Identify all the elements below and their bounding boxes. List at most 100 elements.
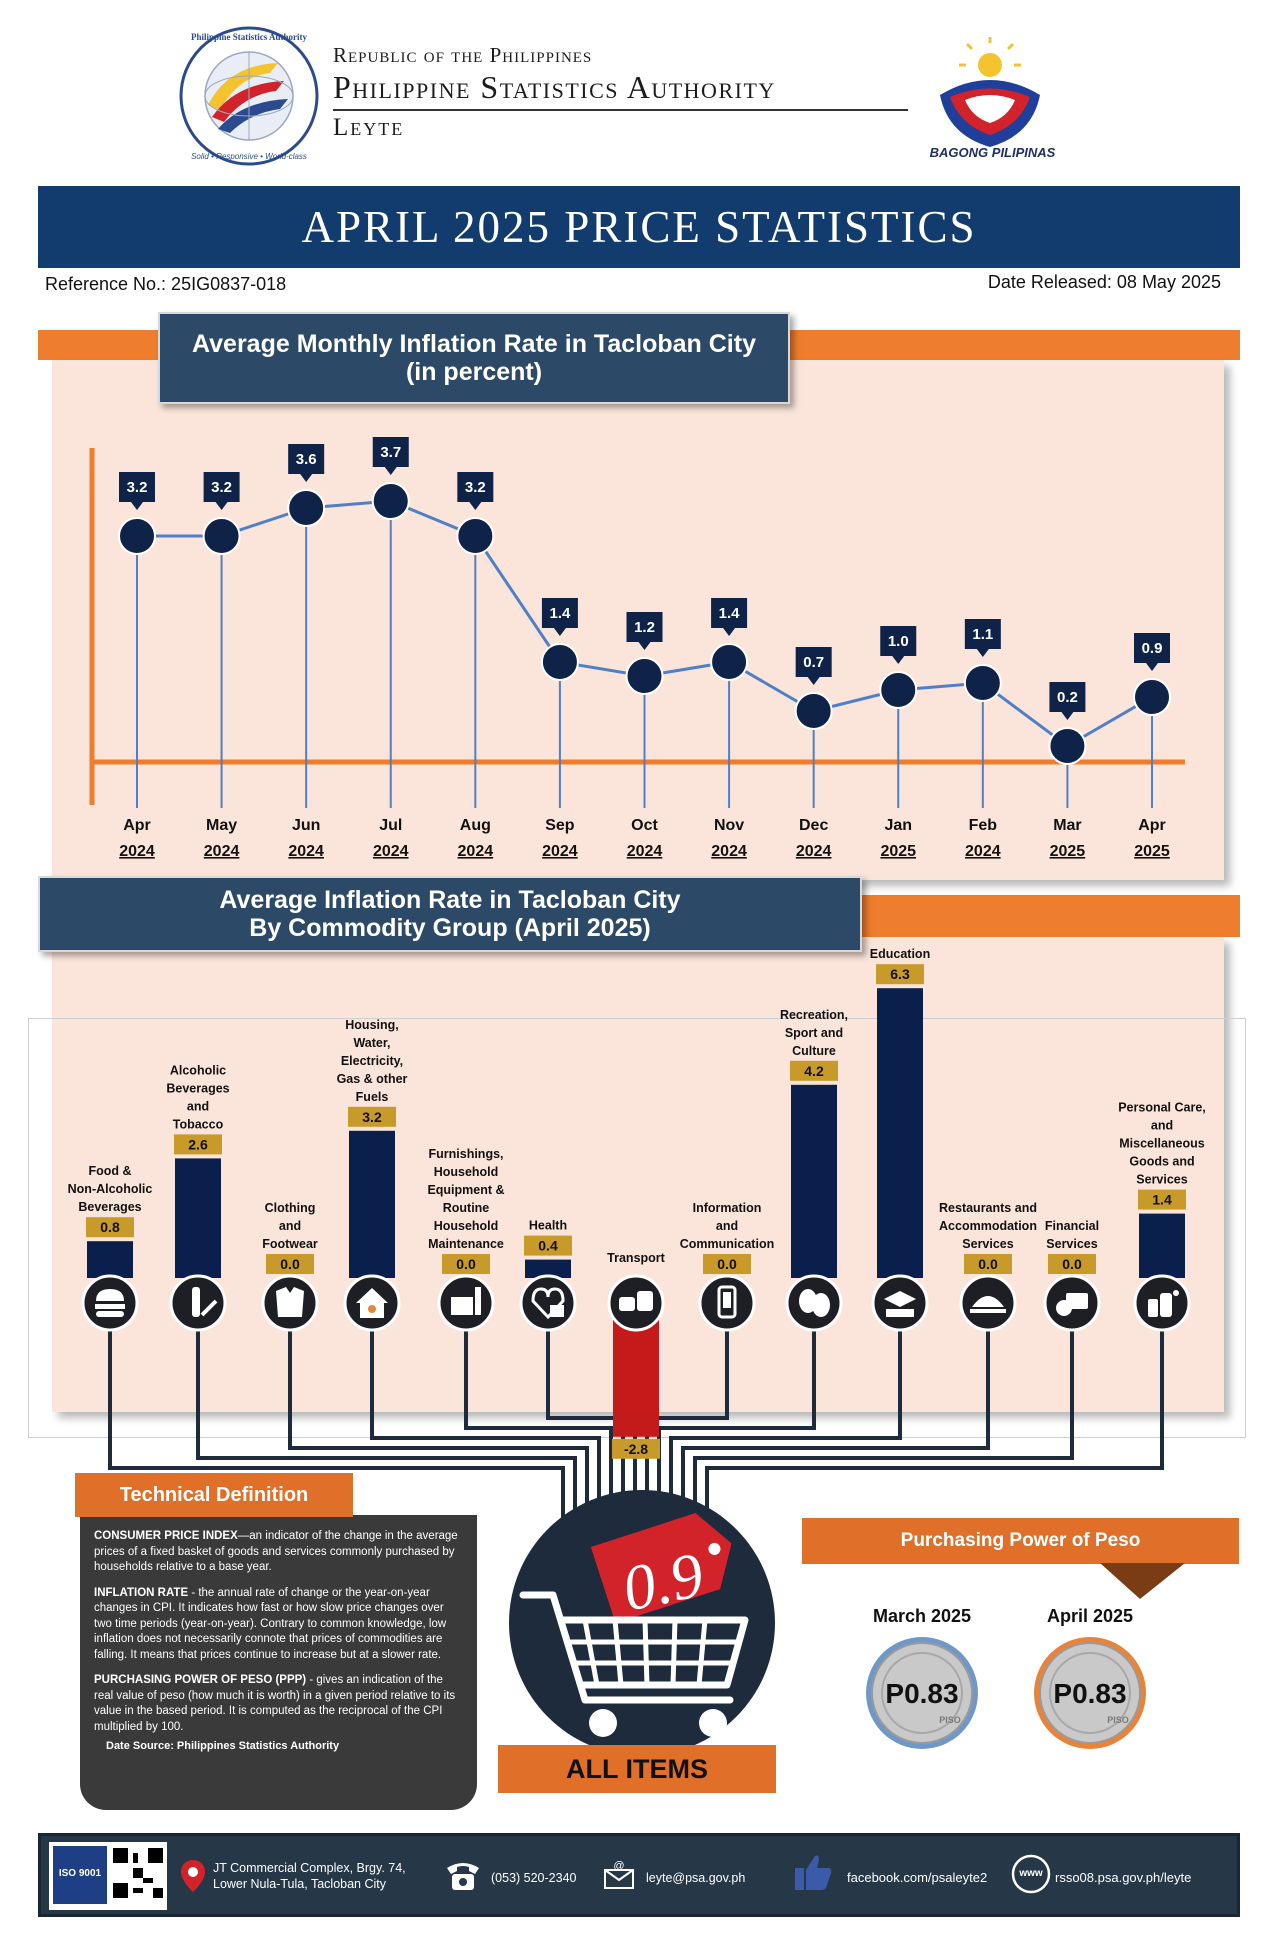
psa-seal-logo	[179, 26, 319, 166]
category-label-7-0: Information	[693, 1201, 762, 1215]
data-point-6	[625, 657, 664, 695]
category-label-2-0: Clothing	[265, 1201, 316, 1215]
inflation-line-chart: 3.2 Apr 2024 3.2 May 2024 3.6 Jun 2024 3.7 Jul 2024…	[89, 437, 1185, 860]
qr-code-icon	[113, 1848, 163, 1898]
bottle-right	[1160, 1293, 1172, 1317]
lamp-shape	[475, 1287, 481, 1315]
money-icon	[1043, 1274, 1101, 1332]
x-tick-month-12: Apr	[1138, 817, 1166, 834]
bagong-pilipinas-caption: BAGONG PILIPINAS	[929, 145, 1056, 160]
data-label-11: 0.2	[1057, 689, 1078, 706]
bagong-pilipinas-logo	[940, 37, 1040, 147]
category-label-11-0: Financial	[1045, 1219, 1099, 1233]
coin-inner-ring-1	[1049, 1652, 1131, 1734]
bar-0	[87, 1241, 133, 1278]
reference-number: Reference No.: 25IG0837-018	[45, 274, 287, 294]
data-point-5	[540, 643, 579, 681]
category-label-3-3: Gas & other	[337, 1072, 408, 1086]
bar-8	[791, 1084, 837, 1278]
bar-chart-title: Average Inflation Rate in Tacloban City …	[38, 876, 862, 952]
ppp-label-april: April 2025	[1046, 1606, 1134, 1626]
icon-circle-0	[81, 1274, 139, 1332]
data-label-4: 3.2	[465, 479, 486, 496]
coin-face-0	[871, 1642, 973, 1744]
category-label-4-3: Routine	[443, 1201, 490, 1215]
category-label-12-0: Personal Care,	[1118, 1101, 1206, 1115]
category-label-12-1: and	[1151, 1119, 1173, 1133]
data-label-9: 1.0	[888, 633, 909, 650]
category-label-0-1: Non-Alcoholic	[68, 1182, 153, 1196]
bar-value-bg-5	[524, 1235, 572, 1256]
bottle-shape	[192, 1287, 200, 1317]
ppp-coins: PISO P0.83 PISO P0.83	[866, 1637, 1146, 1749]
bar-value-0: 0.8	[100, 1219, 120, 1235]
data-point-8	[794, 692, 833, 730]
bar-value-6: -2.8	[624, 1441, 648, 1457]
cpi-text: —an indicator of the change in the avera…	[94, 1530, 458, 1573]
seal-text: Philippine Statistics Authority	[190, 32, 307, 42]
category-label-4-5: Maintenance	[428, 1237, 504, 1251]
burger-patty	[95, 1304, 125, 1309]
category-label-1-2: and	[187, 1099, 209, 1113]
x-tick-year-9: 2025	[880, 843, 916, 860]
data-label-6: 1.2	[634, 619, 655, 636]
footer-email: leyte@psa.gov.ph	[646, 1871, 746, 1885]
data-label-7: 1.4	[719, 605, 741, 622]
category-label-0-0: Food &	[88, 1164, 131, 1178]
education-icon	[871, 1274, 929, 1332]
cabinet-shape	[451, 1297, 473, 1315]
tray-shape	[970, 1309, 1006, 1313]
address-line1: JT Commercial Complex, Brgy. 74,	[213, 1861, 406, 1875]
bar-value-bg-12	[1138, 1189, 1186, 1210]
x-tick-month-4: Aug	[460, 817, 491, 834]
bar-value-3: 3.2	[362, 1109, 382, 1125]
coin-shape	[1056, 1300, 1072, 1316]
bar-value-9: 6.3	[890, 966, 910, 982]
email-icon: @	[604, 1860, 634, 1889]
x-tick-year-7: 2024	[711, 843, 747, 860]
line-chart-title: Average Monthly Inflation Rate in Taclob…	[158, 312, 790, 404]
bar-value-bg-0	[86, 1217, 134, 1238]
data-point-9	[879, 671, 918, 709]
ppp-term: PURCHASING POWER OF PESO (PPP)	[94, 1674, 307, 1686]
cigarette-shape	[200, 1299, 218, 1317]
bar-value-4: 0.0	[456, 1256, 476, 1272]
data-label-10: 1.1	[972, 626, 993, 643]
ppp-label-march: March 2025	[872, 1606, 972, 1626]
header-line2: Philippine Statistics Authority	[333, 68, 908, 111]
bar-9	[877, 988, 923, 1278]
category-label-2-2: Footwear	[262, 1237, 318, 1251]
x-tick-month-5: Sep	[545, 817, 575, 834]
books-shape	[886, 1309, 914, 1317]
alcohol-tobacco-icon	[169, 1274, 227, 1332]
data-point-4	[456, 517, 495, 555]
bar-value-11: 0.0	[1062, 1256, 1082, 1272]
bar-chart-title-line2: By Commodity Group (April 2025)	[249, 914, 651, 942]
category-label-10-0: Restaurants and	[939, 1201, 1037, 1215]
category-label-1-1: Beverages	[166, 1081, 229, 1095]
mask-right	[812, 1293, 830, 1317]
medkit-shape	[550, 1305, 564, 1317]
coin-face-1	[1039, 1642, 1141, 1744]
data-label-bg-5	[541, 598, 578, 636]
data-label-bg-11	[1049, 682, 1086, 720]
technical-definition-tab: Technical Definition	[75, 1473, 353, 1517]
x-tick-year-12: 2025	[1134, 843, 1170, 860]
jacket-shape	[276, 1287, 304, 1317]
page-title: APRIL 2025 PRICE STATISTICS	[38, 186, 1240, 268]
x-tick-year-5: 2024	[542, 843, 578, 860]
inflation-term: INFLATION RATE	[94, 1586, 189, 1599]
x-tick-year-3: 2024	[373, 843, 409, 860]
bus-shape	[637, 1291, 653, 1311]
footer-phone: (053) 520-2340	[491, 1871, 577, 1885]
house-shape	[356, 1288, 388, 1318]
ppp-tab-fold	[1100, 1563, 1185, 1599]
bar-value-8: 4.2	[804, 1063, 824, 1079]
all-items-label: ALL ITEMS	[498, 1745, 776, 1793]
psa-header-text: Republic of the Philippines Philippine S…	[333, 42, 908, 145]
category-label-9-0: Education	[870, 947, 930, 961]
iso-certificate: ISO 9001	[49, 1842, 167, 1910]
bar-value-bg-10	[964, 1254, 1012, 1274]
technical-definition-box: CONSUMER PRICE INDEX—an indicator of the…	[80, 1515, 477, 1810]
line-chart-title-line2: (in percent)	[405, 358, 543, 386]
